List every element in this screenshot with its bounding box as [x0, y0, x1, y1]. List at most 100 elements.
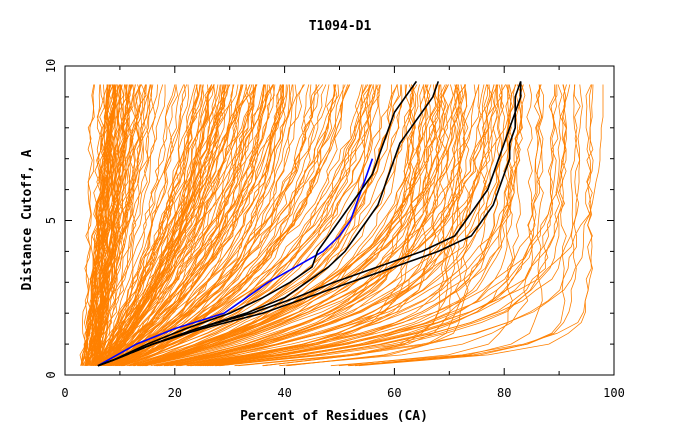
- model-curve: [166, 84, 526, 367]
- model-curve: [204, 84, 543, 367]
- model-curve: [355, 84, 567, 367]
- model-curve: [103, 84, 254, 366]
- model-curve: [97, 84, 212, 366]
- model-curve: [347, 84, 578, 367]
- model-curve: [118, 84, 370, 367]
- model-curve: [107, 84, 338, 367]
- y-tick-label: 10: [44, 59, 58, 73]
- model-curve: [198, 84, 417, 367]
- model-curve: [98, 84, 258, 366]
- model-curve: [105, 84, 275, 367]
- model-curve: [139, 84, 418, 367]
- model-curve: [99, 84, 244, 366]
- model-curve: [189, 84, 511, 367]
- model-curve: [107, 84, 257, 366]
- model-curve: [96, 84, 185, 366]
- model-curve: [97, 84, 201, 366]
- model-curve: [139, 84, 429, 367]
- model-curve: [116, 84, 363, 367]
- model-curve: [91, 84, 120, 366]
- model-curve: [97, 84, 142, 366]
- model-curve: [165, 84, 506, 367]
- model-curve: [142, 84, 517, 367]
- model-curve: [119, 84, 324, 367]
- model-curve: [178, 84, 520, 367]
- model-curve: [330, 84, 594, 367]
- model-curve: [262, 84, 449, 367]
- model-curve: [160, 84, 415, 367]
- model-curve: [139, 84, 448, 367]
- model-curve: [114, 84, 349, 367]
- model-curve: [134, 84, 403, 367]
- model-curve: [128, 84, 427, 367]
- model-curve: [120, 84, 281, 367]
- model-curve: [159, 84, 499, 367]
- model-curve: [200, 84, 462, 367]
- model-curve: [107, 84, 312, 367]
- model-curve: [97, 84, 190, 366]
- model-curve: [349, 84, 545, 367]
- model-curve: [93, 84, 131, 366]
- model-curve: [219, 84, 556, 367]
- model-curve: [82, 84, 120, 366]
- model-curve: [80, 84, 96, 366]
- model-curve: [79, 84, 95, 366]
- model-curve: [211, 84, 558, 367]
- model-curve: [97, 84, 176, 366]
- model-curve: [140, 84, 464, 367]
- model-curves: [79, 84, 604, 367]
- model-curve: [131, 84, 374, 367]
- model-curve: [110, 84, 294, 367]
- model-curve: [145, 84, 485, 367]
- model-curve: [144, 84, 467, 367]
- model-curve: [104, 84, 251, 367]
- model-curve: [163, 84, 503, 367]
- y-axis-label: Distance Cutoff, A: [20, 149, 35, 290]
- model-curve: [105, 84, 177, 366]
- model-curve: [99, 84, 225, 366]
- model-curve: [86, 84, 115, 366]
- model-curve: [129, 84, 381, 367]
- model-curve: [199, 84, 559, 367]
- model-curve: [107, 84, 274, 367]
- model-curve: [117, 84, 268, 367]
- series-line-blue-0: [97, 158, 374, 367]
- model-curve: [107, 84, 257, 367]
- model-curve: [145, 84, 480, 367]
- model-curve: [195, 84, 604, 367]
- y-tick-label: 5: [44, 217, 58, 224]
- model-curve: [287, 84, 463, 367]
- model-curve: [95, 84, 166, 366]
- model-curve: [92, 84, 131, 366]
- model-curve: [104, 84, 226, 366]
- model-curve: [187, 84, 442, 367]
- model-curve: [94, 84, 147, 366]
- model-curve: [187, 84, 441, 367]
- model-curve: [109, 84, 291, 367]
- x-tick-label: 100: [603, 386, 625, 400]
- model-curve: [103, 84, 216, 366]
- model-curve: [191, 84, 541, 367]
- model-curve: [215, 84, 567, 367]
- model-curve: [109, 84, 350, 367]
- model-curve: [102, 84, 249, 366]
- model-curve: [133, 84, 476, 367]
- model-curve: [106, 84, 276, 366]
- y-axis: 0 5 10: [44, 59, 614, 379]
- model-curve: [186, 84, 432, 367]
- model-curve: [155, 84, 438, 367]
- model-curve: [142, 84, 491, 367]
- model-curve: [142, 84, 457, 367]
- model-curve: [112, 84, 310, 367]
- model-curve: [97, 84, 213, 366]
- model-curve: [124, 84, 286, 367]
- model-curve: [109, 84, 284, 367]
- model-curve: [94, 84, 117, 366]
- series-line-black-4: [97, 81, 522, 367]
- model-curve: [97, 84, 187, 366]
- model-curve: [112, 84, 255, 367]
- model-curve: [99, 84, 142, 366]
- model-curve: [127, 84, 398, 367]
- model-curve: [263, 84, 457, 367]
